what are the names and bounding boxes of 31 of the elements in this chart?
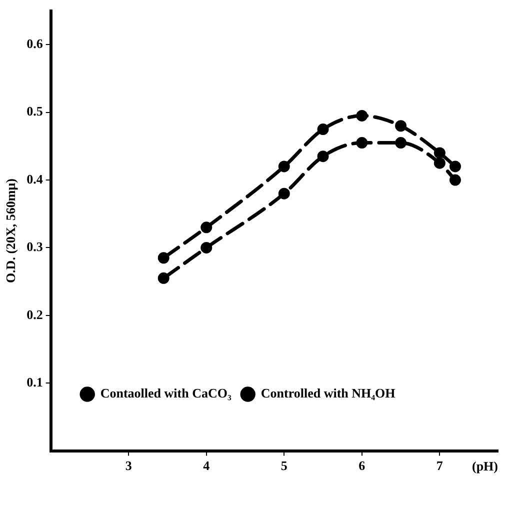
x-tick-label: 3	[125, 458, 132, 473]
point	[278, 188, 290, 200]
legend-label: Contaolled with CaCO₃	[100, 386, 232, 401]
y-tick-label: 0.2	[26, 306, 43, 322]
y-tick-label: 0.1	[26, 374, 43, 390]
point	[356, 137, 368, 149]
point	[434, 157, 446, 169]
y-tick-label: 0.6	[26, 36, 44, 52]
y-tick-label: 0.3	[26, 239, 44, 254]
point	[278, 160, 290, 172]
y-tick-label: 0.4	[26, 171, 44, 186]
x-tick-label: 5	[280, 458, 288, 473]
y-tick-label: 0.5	[26, 104, 44, 119]
y-axis-title: O.D. (20X, 560mμ)	[3, 178, 18, 284]
x-axis-title: (pH)	[472, 458, 498, 474]
point	[158, 252, 170, 264]
point	[395, 137, 407, 149]
point	[449, 174, 461, 186]
point	[317, 124, 329, 136]
point	[317, 150, 329, 162]
legend-label: Controlled with NH₄OH	[260, 386, 396, 401]
point	[158, 272, 170, 284]
point	[395, 120, 407, 132]
x-tick-label: 6	[358, 458, 366, 473]
point	[200, 222, 212, 234]
point	[449, 160, 461, 172]
point	[434, 147, 446, 159]
x-tick-label: 7	[436, 458, 444, 473]
x-tick-label: 4	[203, 458, 210, 473]
point	[356, 110, 368, 122]
point	[200, 242, 212, 254]
